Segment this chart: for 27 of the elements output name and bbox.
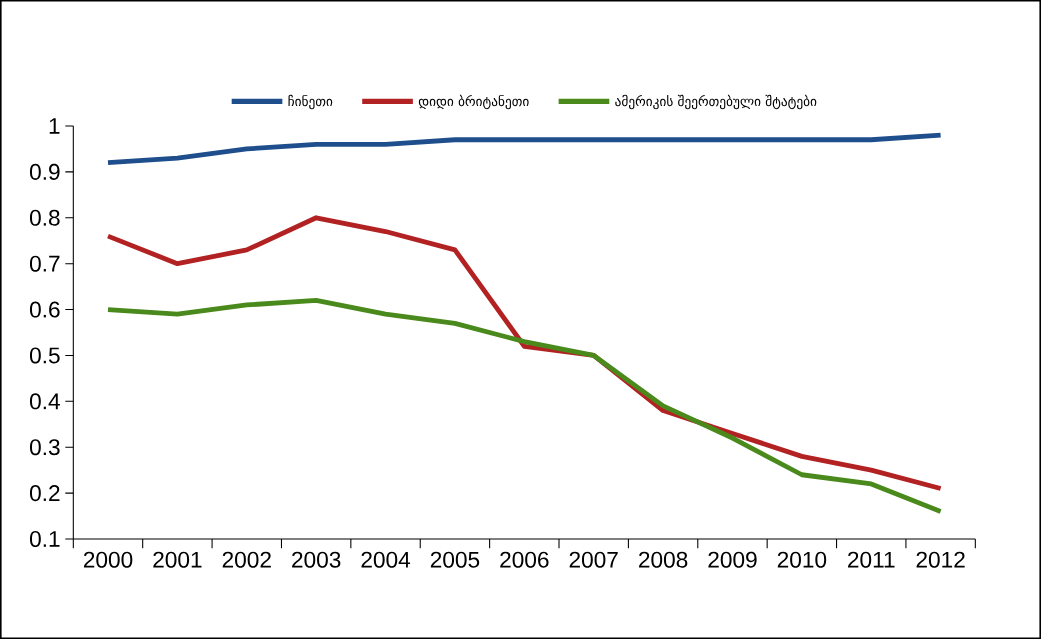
y-tick-label: 0.9 — [29, 163, 60, 180]
x-tick-label: 2011 — [848, 551, 895, 568]
y-tick-label: 0.3 — [29, 439, 60, 456]
y-tick-label: 0.8 — [29, 209, 60, 226]
x-tick-label: 2008 — [639, 551, 688, 568]
y-tick-label: 0.6 — [29, 301, 60, 318]
y-tick-label: 0.2 — [29, 485, 60, 502]
x-tick-label: 2000 — [83, 551, 133, 568]
y-tick-label: 0.7 — [29, 255, 60, 272]
line-series — [105, 297, 944, 514]
legend-label: ამერიკის შეერთებული შტატები — [615, 94, 817, 110]
x-tick-label: 2007 — [569, 551, 618, 568]
legend-label: დიდი ბრიტანეთი — [418, 94, 529, 110]
x-tick-label: 2002 — [222, 551, 271, 568]
y-tick-label: 1 — [49, 118, 60, 134]
x-tick-label: 2005 — [430, 551, 480, 568]
y-tick-label: 0.4 — [29, 393, 60, 410]
y-tick-label: 0.5 — [29, 347, 60, 364]
x-tick-label: 2010 — [777, 551, 827, 568]
legend-label: ჩინეთი — [288, 94, 333, 110]
x-tick-label: 2004 — [361, 551, 411, 568]
x-tick-label: 2012 — [916, 551, 965, 568]
x-tick-label: 2001 — [153, 551, 202, 568]
x-tick-label: 2003 — [292, 551, 341, 568]
y-tick-label: 0.1 — [29, 530, 60, 548]
x-tick-label: 2006 — [500, 551, 549, 568]
x-tick-label: 2009 — [708, 551, 757, 568]
